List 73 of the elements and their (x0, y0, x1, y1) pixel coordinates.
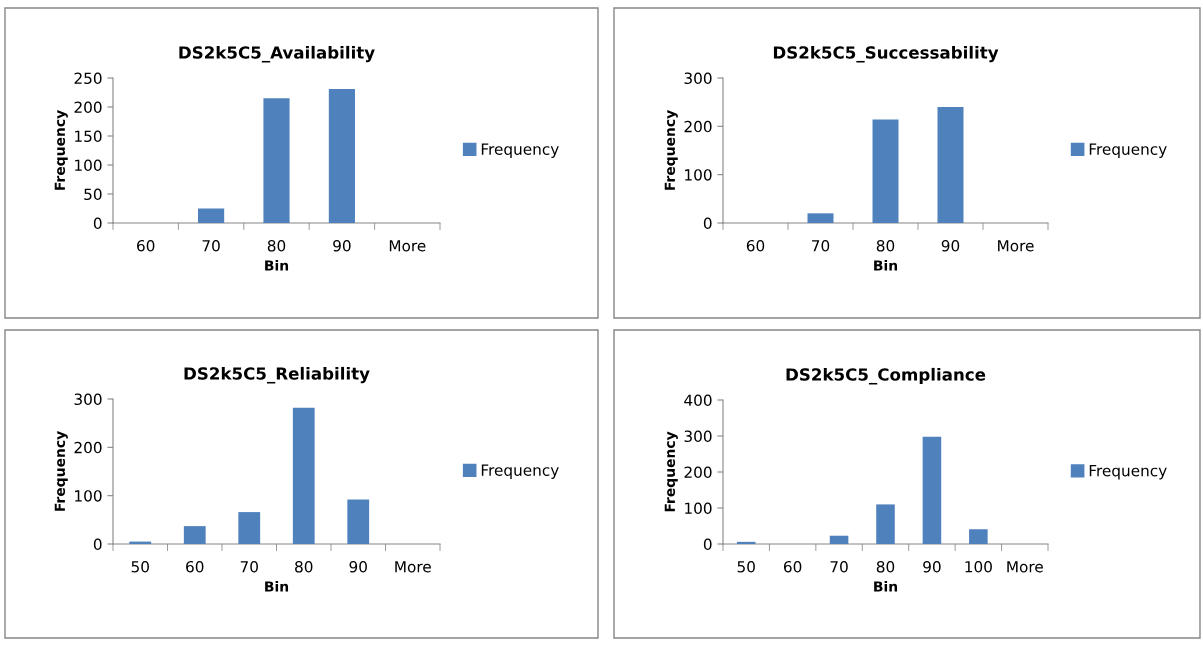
chart-title: DS2k5C5_Compliance (786, 367, 986, 385)
y-tick-label: 200 (684, 466, 712, 479)
x-tick-label: 70 (202, 239, 220, 252)
x-axis-title: Bin (874, 581, 898, 592)
y-axis-title: Frequency (664, 431, 678, 512)
x-tick-label: 90 (923, 560, 941, 573)
bar (736, 541, 756, 544)
bar (829, 535, 849, 544)
x-tick-label: 80 (876, 239, 895, 252)
y-tick-label: 250 (74, 72, 102, 85)
y-axis-title: Frequency (54, 431, 68, 511)
y-axis-title: Frequency (54, 110, 68, 190)
x-tick-label: More (998, 240, 1034, 252)
y-tick-label: 50 (84, 188, 102, 201)
x-tick-label: More (1007, 561, 1043, 573)
legend-label: Frequency (1089, 143, 1167, 158)
bar (937, 107, 964, 223)
bar (922, 436, 942, 544)
bar (969, 529, 988, 544)
y-tick-label: 0 (93, 217, 102, 230)
x-axis-title: Bin (265, 581, 289, 592)
y-tick-label: 400 (684, 394, 712, 407)
y-tick-label: 100 (75, 159, 102, 172)
bar (807, 213, 834, 223)
bar (263, 98, 290, 223)
y-tick-label: 150 (75, 130, 102, 143)
y-tick-label: 100 (685, 502, 712, 515)
y-tick-label: 200 (74, 441, 102, 454)
x-axis-title: Bin (874, 260, 898, 271)
bar (876, 504, 895, 544)
y-tick-label: 200 (684, 120, 712, 133)
bar (183, 526, 206, 544)
y-tick-label: 300 (74, 393, 102, 406)
x-tick-label: 60 (186, 560, 204, 573)
y-tick-label: 100 (685, 169, 712, 181)
bar (292, 407, 315, 544)
x-tick-label: 80 (876, 560, 895, 573)
bar (238, 512, 261, 544)
x-tick-label: More (389, 240, 426, 252)
legend-label: Frequency (1089, 465, 1167, 480)
y-tick-label: 200 (74, 101, 102, 114)
x-tick-label: 60 (783, 560, 802, 573)
x-tick-label: 70 (830, 560, 848, 573)
x-tick-label: More (395, 561, 431, 573)
x-axis-title: Bin (265, 260, 289, 271)
y-tick-label: 300 (684, 72, 712, 85)
x-tick-label: 90 (941, 239, 960, 252)
y-tick-label: 0 (703, 538, 712, 551)
chart-title: DS2k5C5_Reliability (184, 366, 370, 384)
y-tick-label: 100 (75, 490, 102, 502)
x-tick-label: 80 (295, 560, 313, 573)
bar (347, 499, 370, 544)
x-tick-label: 90 (349, 560, 367, 573)
chart-title: DS2k5C5_Successability (773, 45, 999, 63)
x-tick-label: 100 (965, 560, 992, 573)
bar (198, 208, 225, 223)
x-tick-label: 60 (746, 239, 765, 252)
chart-title: DS2k5C5_Availability (179, 45, 375, 63)
y-tick-label: 300 (684, 430, 712, 443)
legend-label: Frequency (481, 464, 559, 479)
x-tick-label: 70 (812, 239, 830, 252)
x-tick-label: 50 (131, 560, 149, 573)
bar (872, 119, 899, 223)
x-tick-label: 70 (240, 560, 258, 573)
y-tick-label: 0 (703, 217, 712, 230)
x-tick-label: 90 (333, 239, 351, 252)
y-axis-title: Frequency (664, 110, 678, 190)
legend-label: Frequency (481, 143, 559, 158)
x-tick-label: 50 (737, 560, 755, 573)
x-tick-label: 80 (267, 239, 286, 252)
y-tick-label: 0 (93, 538, 102, 551)
bar (328, 89, 355, 223)
x-tick-label: 60 (137, 239, 155, 252)
